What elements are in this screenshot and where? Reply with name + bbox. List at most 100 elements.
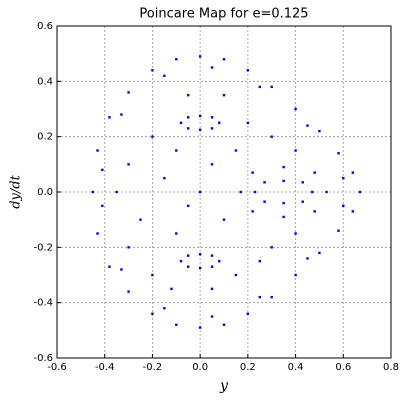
point (127, 163, 130, 166)
x-tick-label: -0.6 (47, 362, 67, 373)
point (210, 254, 214, 257)
point (294, 107, 297, 111)
point (170, 287, 173, 291)
x-tick-label: 0.8 (383, 362, 399, 373)
x-tick-label: -0.4 (95, 362, 115, 373)
point (163, 176, 166, 180)
point (337, 229, 340, 232)
point (282, 201, 285, 205)
y-tick-label: 0.4 (37, 76, 53, 87)
point (210, 163, 214, 166)
point (358, 190, 362, 194)
point (337, 152, 340, 155)
point (96, 232, 99, 235)
point (198, 326, 202, 329)
point (251, 171, 254, 174)
point (210, 287, 214, 291)
point (91, 190, 94, 194)
point (294, 273, 297, 277)
point (187, 265, 190, 268)
point (222, 323, 226, 326)
point (198, 253, 202, 256)
point (127, 290, 130, 293)
point (187, 127, 190, 130)
x-tick-label: 0.4 (288, 362, 304, 373)
point (282, 165, 285, 169)
point (258, 295, 261, 299)
point (263, 200, 266, 203)
point (306, 124, 309, 127)
point (115, 190, 118, 194)
point (101, 204, 104, 208)
point (318, 129, 321, 133)
y-tick-label: 0.6 (37, 21, 53, 32)
point (351, 171, 355, 174)
point (96, 149, 99, 152)
point (175, 323, 178, 326)
point (263, 181, 266, 184)
point (198, 114, 202, 118)
point (175, 58, 178, 61)
point (127, 246, 130, 249)
point (342, 204, 345, 208)
y-axis-label: dy/dt (9, 174, 24, 208)
point (351, 210, 355, 213)
point (210, 315, 214, 318)
point (301, 200, 304, 203)
point (294, 149, 297, 152)
chart-title: Poincare Map for e=0.125 (139, 7, 308, 22)
point (151, 273, 154, 277)
y-tick-label: -0.6 (33, 353, 53, 364)
point (270, 85, 273, 89)
y-tick-label: 0.0 (37, 187, 53, 198)
point (294, 232, 297, 235)
x-tick-label: 0.2 (240, 362, 256, 373)
point (151, 312, 154, 315)
point (311, 190, 314, 194)
point (218, 121, 221, 125)
point (163, 307, 166, 310)
point (251, 210, 254, 213)
point (282, 215, 285, 219)
point (270, 135, 273, 138)
point (198, 128, 202, 131)
point (175, 232, 178, 235)
point (101, 168, 104, 172)
plot-frame (56, 25, 392, 359)
point (120, 268, 123, 271)
point (282, 179, 285, 183)
point (108, 116, 111, 119)
point (175, 149, 178, 152)
point (313, 210, 316, 213)
point (210, 265, 214, 268)
point (198, 190, 202, 194)
point (179, 259, 183, 263)
point (187, 204, 190, 208)
point (258, 259, 261, 263)
x-axis-label: y (219, 378, 229, 394)
x-tick-label: -0.2 (143, 362, 163, 373)
point (246, 121, 250, 125)
point (120, 113, 123, 116)
point (222, 93, 226, 97)
point (187, 116, 190, 119)
point (218, 259, 221, 263)
point (187, 93, 190, 97)
point (246, 69, 250, 72)
y-tick-label: -0.4 (33, 298, 53, 309)
point (198, 55, 202, 58)
point (234, 273, 238, 277)
x-tick-label: 0.0 (192, 362, 208, 373)
point (198, 266, 202, 270)
point (163, 74, 166, 77)
point (210, 116, 214, 119)
point (306, 257, 309, 260)
point (222, 218, 226, 221)
point (239, 190, 242, 194)
point (234, 149, 238, 152)
point (108, 265, 111, 268)
point (258, 85, 261, 89)
point (253, 190, 257, 194)
